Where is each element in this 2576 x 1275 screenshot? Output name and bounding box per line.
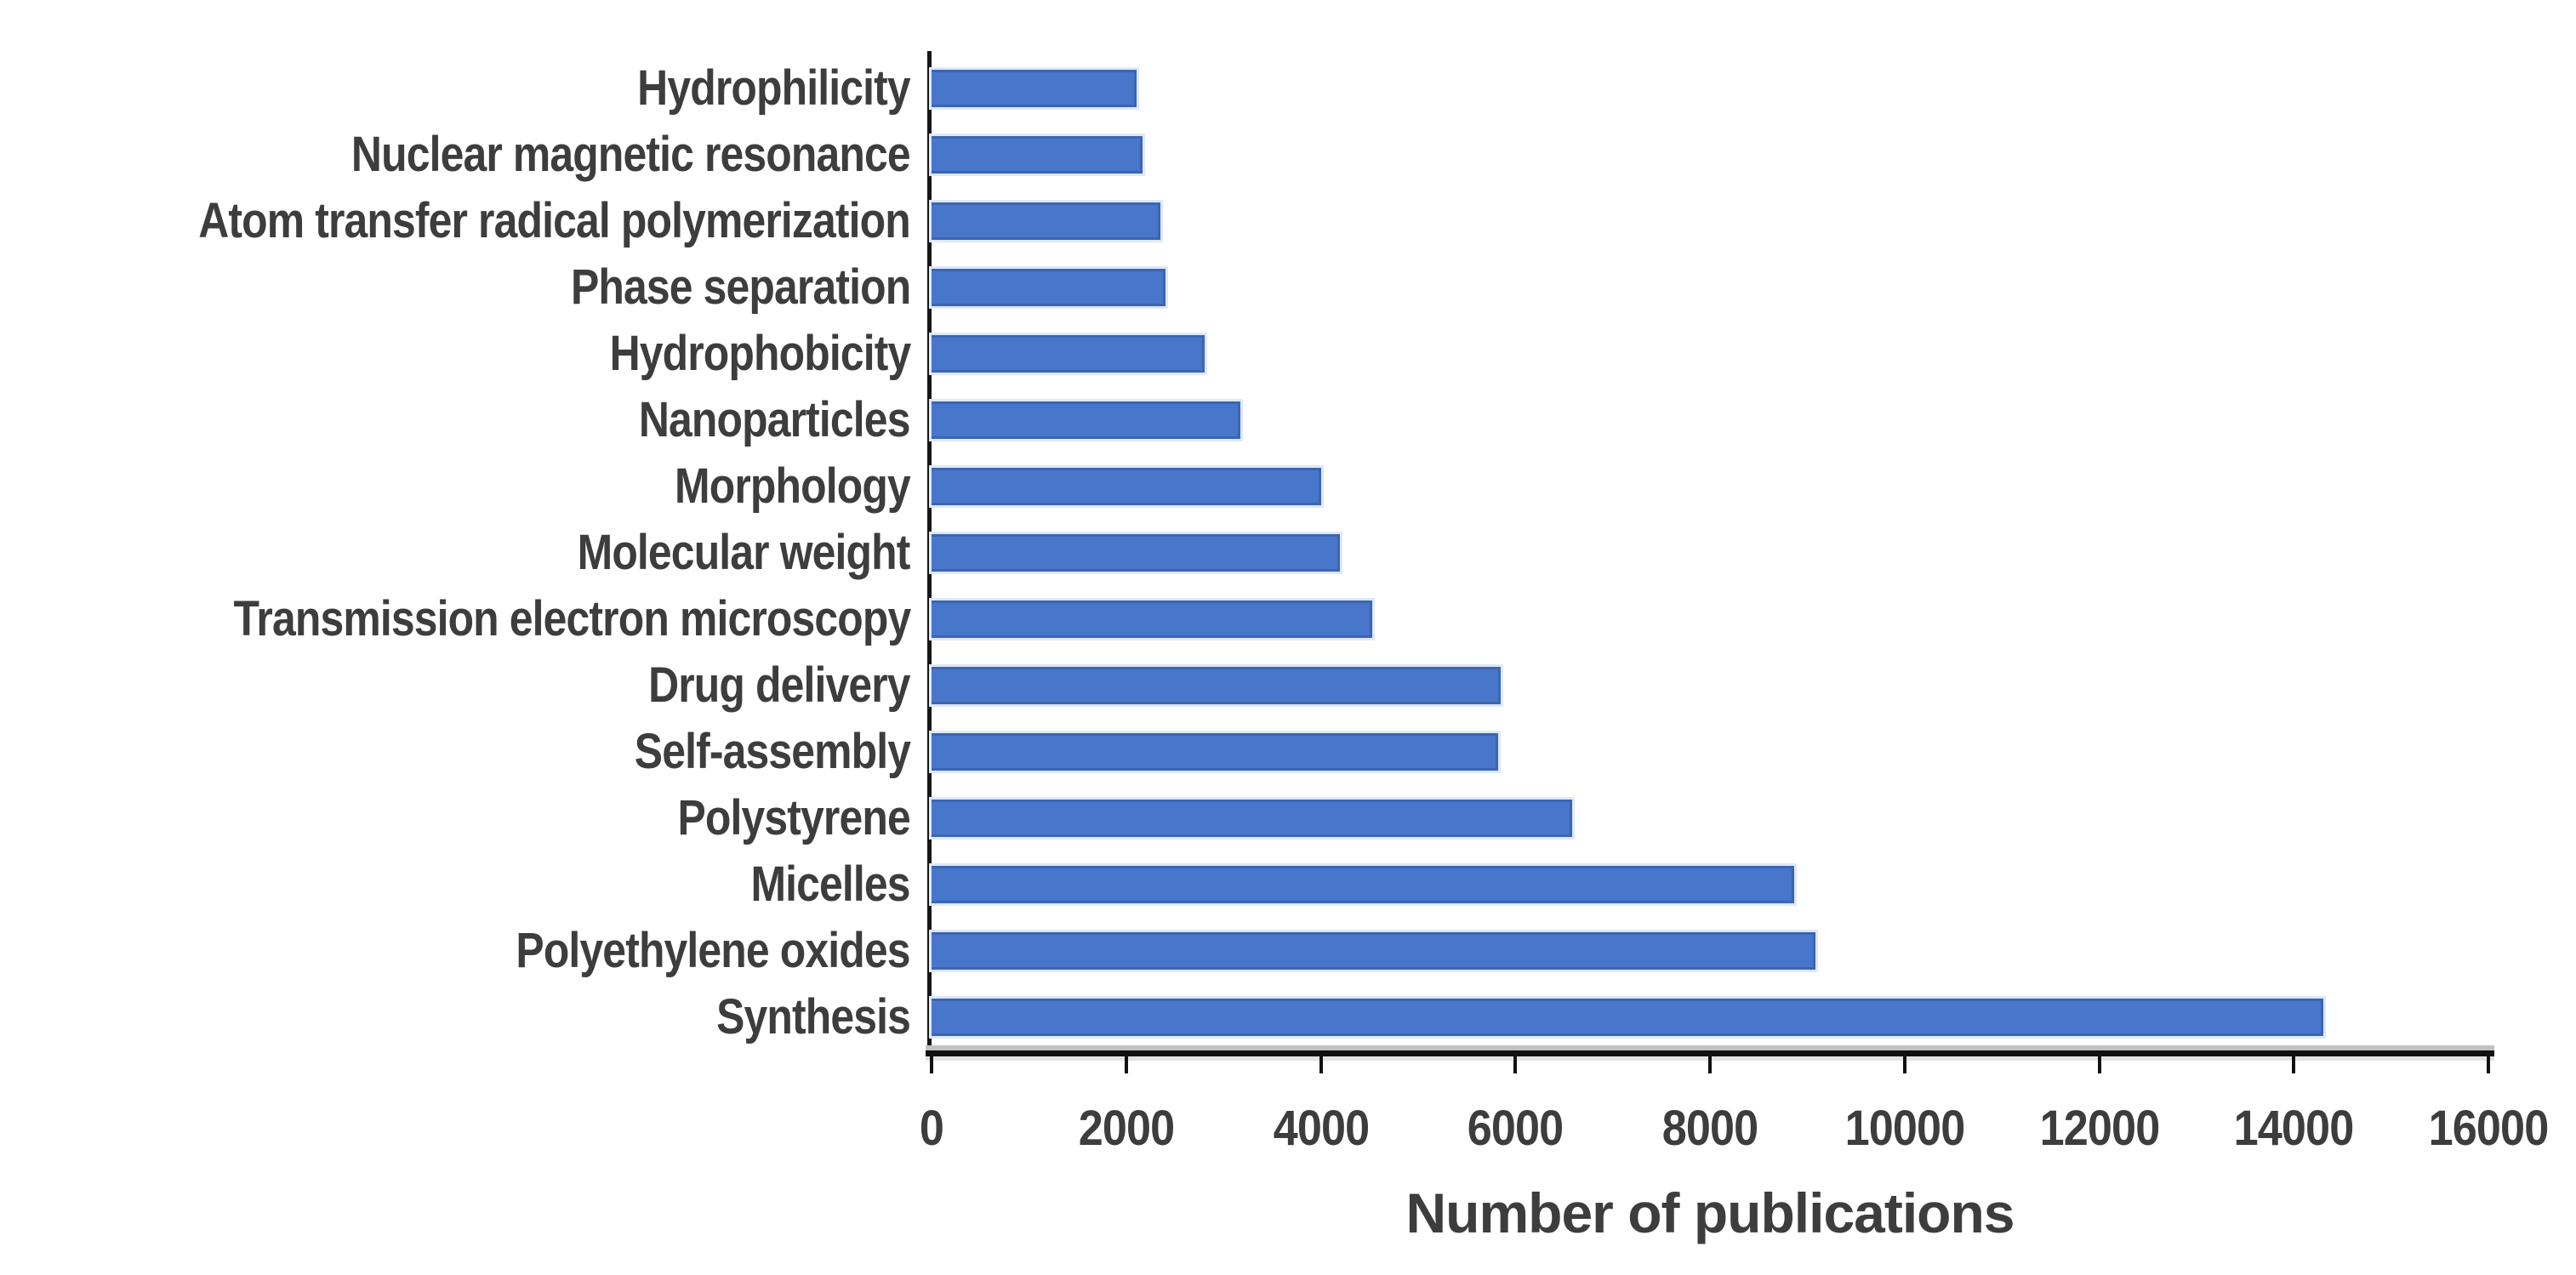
x-tick-label: 10000 xyxy=(1844,1101,1965,1156)
category-label: Nuclear magnetic resonance xyxy=(351,127,911,182)
bar xyxy=(932,468,1321,505)
y-axis-line xyxy=(927,51,932,1056)
category-label: Self-assembly xyxy=(634,724,911,779)
bar xyxy=(932,70,1137,107)
plot-area xyxy=(932,55,2488,1056)
x-tick xyxy=(1902,1056,1906,1073)
category-label: Synthesis xyxy=(716,989,911,1044)
x-tick xyxy=(2097,1056,2101,1073)
x-tick-label: 14000 xyxy=(2233,1101,2355,1156)
category-label: Hydrophilicity xyxy=(637,60,910,116)
x-tick xyxy=(1319,1056,1323,1073)
x-tick xyxy=(930,1056,933,1073)
x-axis-line xyxy=(926,1050,2494,1056)
category-label: Nanoparticles xyxy=(639,392,911,447)
category-label: Transmission electron microscopy xyxy=(233,591,911,646)
category-label: Drug delivery xyxy=(648,657,910,713)
x-tick-label: 2000 xyxy=(1078,1101,1175,1156)
bar xyxy=(932,800,1572,837)
x-tick-label: 8000 xyxy=(1661,1101,1758,1156)
category-label: Molecular weight xyxy=(578,525,911,580)
bar xyxy=(932,534,1340,572)
x-tick-label: 4000 xyxy=(1273,1101,1369,1156)
bar xyxy=(932,401,1240,439)
x-tick-label: 0 xyxy=(919,1101,944,1156)
x-tick-label: 12000 xyxy=(2039,1101,2160,1156)
bar xyxy=(932,269,1165,306)
category-label: Morphology xyxy=(675,458,911,514)
category-label: Polystyrene xyxy=(677,790,911,845)
x-tick xyxy=(1124,1056,1128,1073)
bar xyxy=(932,335,1205,373)
x-tick xyxy=(1513,1056,1518,1073)
bar xyxy=(932,667,1501,704)
bar xyxy=(932,866,1794,903)
bar xyxy=(932,202,1160,240)
x-axis-title: Number of publications xyxy=(1405,1181,2015,1244)
category-label: Micelles xyxy=(750,857,911,912)
bar xyxy=(932,136,1143,174)
x-tick-label: 16000 xyxy=(2428,1101,2550,1156)
bar xyxy=(932,733,1498,771)
x-tick xyxy=(2487,1056,2490,1073)
category-label: Polyethylene oxides xyxy=(516,923,911,978)
x-tick xyxy=(2292,1056,2296,1073)
category-label: Phase separation xyxy=(570,259,911,315)
bar xyxy=(932,601,1372,638)
bar xyxy=(932,932,1815,970)
category-label: Atom transfer radical polymerization xyxy=(198,193,910,248)
x-tick-label: 6000 xyxy=(1467,1101,1564,1156)
bar xyxy=(932,999,2323,1036)
category-label: Hydrophobicity xyxy=(609,326,911,381)
x-tick xyxy=(1708,1056,1712,1073)
